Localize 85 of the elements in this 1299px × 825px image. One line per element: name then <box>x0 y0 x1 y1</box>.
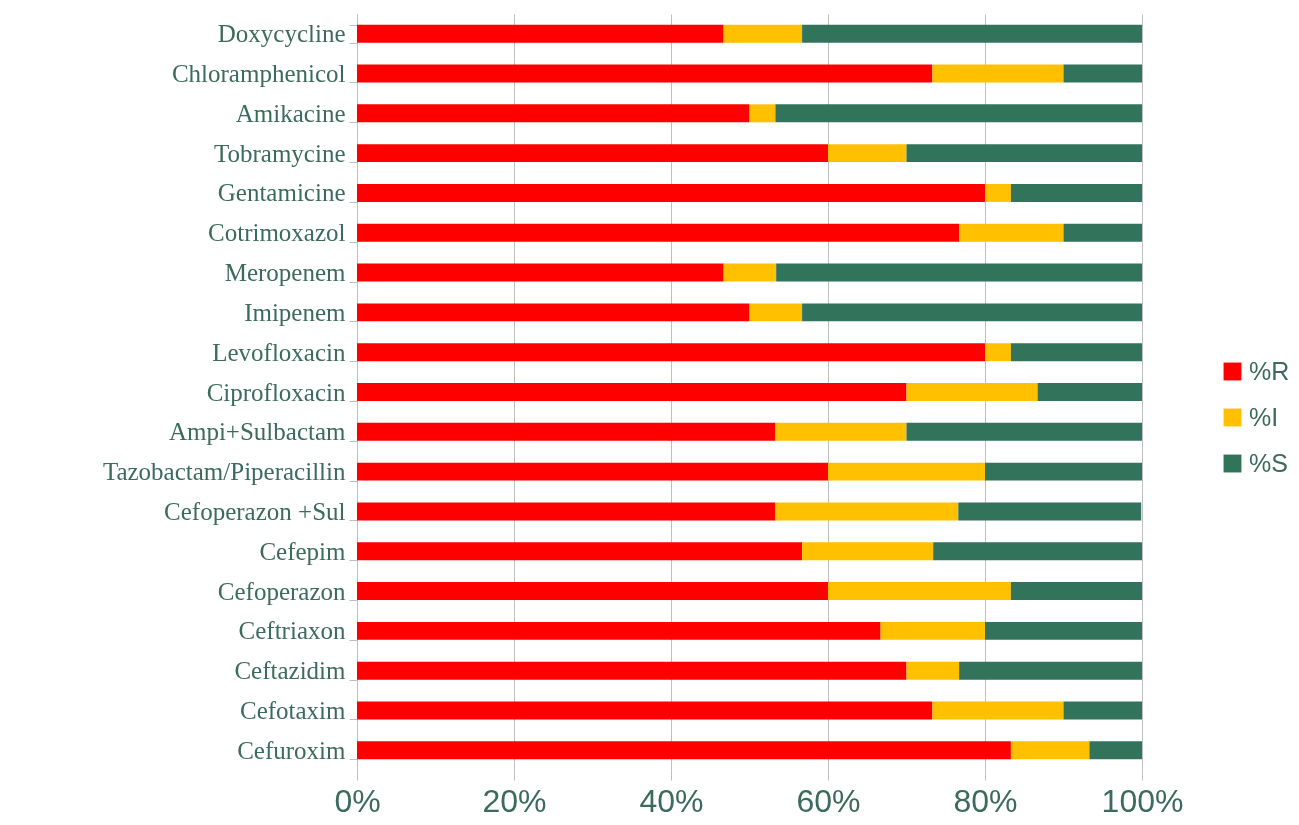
bar <box>985 343 1011 362</box>
bar <box>958 502 1142 521</box>
x-tick-label: 20% <box>482 782 547 819</box>
bar <box>828 582 1011 601</box>
y-tick-label: Doxycycline <box>217 20 346 48</box>
bar <box>985 621 1142 640</box>
bar <box>802 542 934 561</box>
bar <box>357 303 750 322</box>
bar <box>775 502 959 521</box>
y-tick-label: Cefotaxim <box>239 696 347 724</box>
x-tick-label: 0% <box>334 782 381 819</box>
bar <box>357 223 960 242</box>
y-tick-label: Tobramycine <box>213 139 346 167</box>
bar <box>357 462 828 481</box>
bar <box>357 542 803 561</box>
bar <box>1063 223 1142 242</box>
legend-label: %R <box>1249 356 1290 385</box>
bar <box>1037 383 1142 401</box>
bar <box>357 104 750 123</box>
bar <box>828 144 907 163</box>
bar <box>1010 343 1142 362</box>
bar <box>985 183 1011 202</box>
bar <box>906 383 1038 401</box>
legend-label: %S <box>1249 448 1288 477</box>
x-tick-label: 80% <box>953 782 1018 819</box>
y-tick-label: Cotrimoxazol <box>208 219 346 247</box>
bar <box>357 144 828 163</box>
bar <box>357 24 724 43</box>
y-tick-label: Cefepim <box>259 537 347 565</box>
y-tick-label: Cefoperazon +Sul <box>164 497 346 525</box>
bar <box>959 661 1142 680</box>
bar <box>357 64 933 83</box>
bar <box>357 502 776 521</box>
bar <box>357 661 907 680</box>
bar <box>932 701 1064 720</box>
bar <box>933 542 1142 561</box>
y-tick-label: Ampi+Sulbactam <box>168 418 347 446</box>
bar <box>775 104 1142 123</box>
y-tick-label: Ciprofloxacin <box>206 378 346 406</box>
y-tick-label: Cefuroxim <box>237 736 347 764</box>
bar <box>357 422 776 441</box>
bar <box>776 263 1142 282</box>
bar <box>1010 183 1142 202</box>
bar <box>1063 64 1142 83</box>
y-tick-label: Amikacine <box>235 99 346 127</box>
bar <box>357 263 724 282</box>
y-tick-label: Gentamicine <box>217 179 346 207</box>
bar <box>749 104 776 123</box>
x-tick-label: 100% <box>1101 782 1184 819</box>
x-tick-label: 40% <box>639 782 704 819</box>
bar <box>1089 741 1142 760</box>
bar <box>1010 582 1142 601</box>
bar <box>1063 701 1142 720</box>
bar <box>749 303 803 322</box>
bar <box>357 582 828 601</box>
bar <box>828 462 985 481</box>
y-tick-label: Tazobactam/Piperacillin <box>102 458 346 486</box>
y-tick-label: Cefoperazon <box>217 577 346 605</box>
bar <box>880 621 985 640</box>
bar <box>775 422 907 441</box>
legend-label: %I <box>1249 402 1279 431</box>
y-tick-label: Imipenem <box>244 298 347 326</box>
bar <box>357 183 985 202</box>
bar <box>723 263 777 282</box>
bar <box>723 24 803 43</box>
y-tick-label: Meropenem <box>224 259 347 287</box>
bar <box>802 24 1142 43</box>
y-tick-label: Ceftriaxon <box>238 617 346 645</box>
bar <box>959 223 1064 242</box>
y-tick-label: Levofloxacin <box>212 338 346 366</box>
bar <box>906 422 1142 441</box>
y-tick-label: Ceftazidim <box>234 657 347 685</box>
bar <box>357 621 881 640</box>
bar <box>357 741 1011 760</box>
bar <box>985 462 1142 481</box>
x-tick-label: 60% <box>796 782 861 819</box>
bar <box>1010 741 1090 760</box>
y-tick-label: Chloramphenicol <box>171 60 346 88</box>
bar <box>357 383 907 401</box>
bar <box>357 343 985 362</box>
bar <box>906 661 960 680</box>
bar <box>906 144 1142 163</box>
bar <box>932 64 1064 83</box>
bar <box>802 303 1142 322</box>
bar <box>357 701 933 720</box>
